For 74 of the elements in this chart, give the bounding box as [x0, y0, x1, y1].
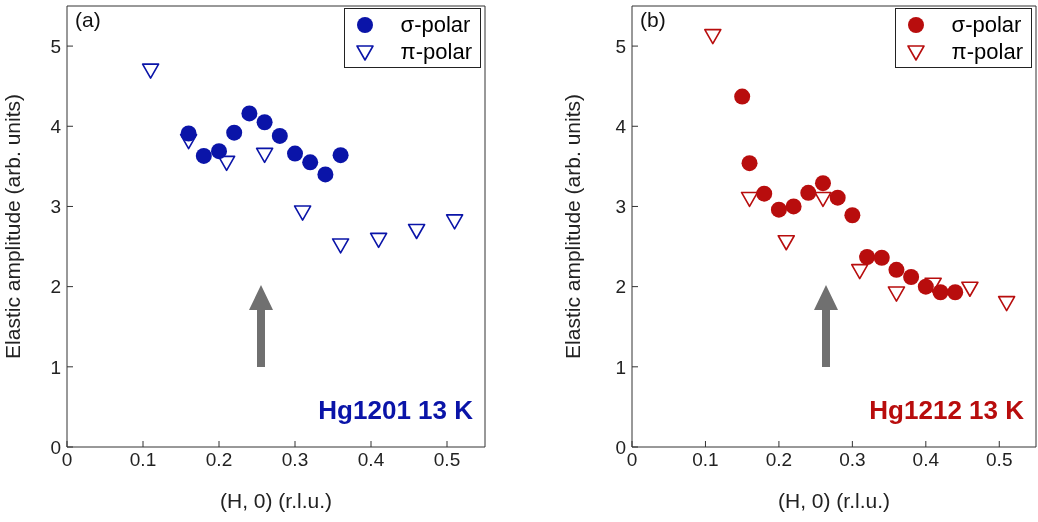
- y-tick-label: 3: [50, 196, 61, 218]
- point: [293, 205, 312, 221]
- point: [141, 63, 160, 79]
- annotation: Hg1212 13 K: [869, 395, 1024, 426]
- legend-label: π-polar: [400, 38, 472, 65]
- legend-label: σ-polar: [400, 11, 471, 38]
- x-tick-label: 0.2: [765, 449, 793, 471]
- point: [997, 295, 1016, 312]
- y-tick-label: 3: [615, 196, 626, 218]
- point: [814, 175, 831, 192]
- point: [850, 263, 869, 280]
- point: [241, 105, 258, 122]
- point: [756, 185, 773, 202]
- point: [287, 145, 303, 162]
- x-tick-label: 0.1: [692, 449, 719, 471]
- x-tick-label: 0.3: [281, 449, 309, 471]
- point: [740, 191, 759, 208]
- y-tick-label: 2: [615, 276, 626, 298]
- point: [844, 207, 861, 224]
- point: [777, 234, 796, 251]
- point: [302, 154, 319, 171]
- y-tick-label: 4: [50, 116, 62, 138]
- x-tick-label: 0.4: [912, 449, 940, 471]
- legend-label: π-polar: [951, 38, 1023, 65]
- point: [829, 189, 846, 206]
- point: [317, 166, 334, 183]
- point: [734, 88, 751, 105]
- x-tick-label: 0.1: [129, 449, 157, 471]
- point: [195, 147, 212, 164]
- annotation: Hg1201 13 K: [318, 395, 473, 426]
- point: [255, 147, 274, 164]
- point: [947, 284, 964, 301]
- point: [961, 281, 979, 298]
- point: [407, 223, 426, 240]
- y-tick-label: 1: [50, 356, 61, 378]
- point: [369, 232, 388, 249]
- y-axis-title: Elastic amplitude (arb. units): [561, 93, 585, 359]
- y-tick-label: 4: [615, 116, 627, 138]
- point: [704, 28, 722, 45]
- point: [917, 278, 934, 295]
- point: [331, 238, 350, 254]
- point: [211, 143, 227, 160]
- point: [256, 114, 273, 131]
- point: [741, 155, 758, 172]
- x-tick-label: 0.3: [839, 449, 866, 471]
- x-axis-title: (H, 0) (r.l.u.): [777, 489, 891, 512]
- annotation: (b): [640, 8, 666, 32]
- point: [888, 261, 905, 278]
- point: [180, 125, 197, 142]
- legend-label: σ-polar: [951, 11, 1022, 38]
- point: [903, 269, 920, 286]
- point: [800, 184, 817, 201]
- point: [445, 214, 464, 230]
- y-tick-label: 2: [50, 276, 61, 298]
- point: [226, 124, 243, 141]
- x-tick-label: 0.2: [205, 449, 233, 471]
- annotation: (a): [75, 8, 101, 32]
- point: [859, 248, 876, 265]
- y-tick-label: 1: [615, 356, 626, 378]
- point: [814, 191, 832, 208]
- point: [887, 286, 906, 302]
- point: [271, 127, 288, 144]
- point: [932, 284, 949, 301]
- y-axis-title: Elastic amplitude (arb. units): [1, 93, 25, 359]
- y-tick-label: 5: [615, 35, 626, 57]
- point: [332, 147, 349, 164]
- point: [785, 198, 802, 215]
- y-tick-label: 5: [50, 35, 61, 57]
- x-tick-label: 0.4: [357, 449, 385, 471]
- point: [873, 249, 890, 266]
- x-axis-title: (H, 0) (r.l.u.): [219, 489, 333, 512]
- x-tick-label: 0.5: [986, 449, 1013, 471]
- point: [770, 201, 787, 218]
- x-tick-label: 0.5: [433, 449, 461, 471]
